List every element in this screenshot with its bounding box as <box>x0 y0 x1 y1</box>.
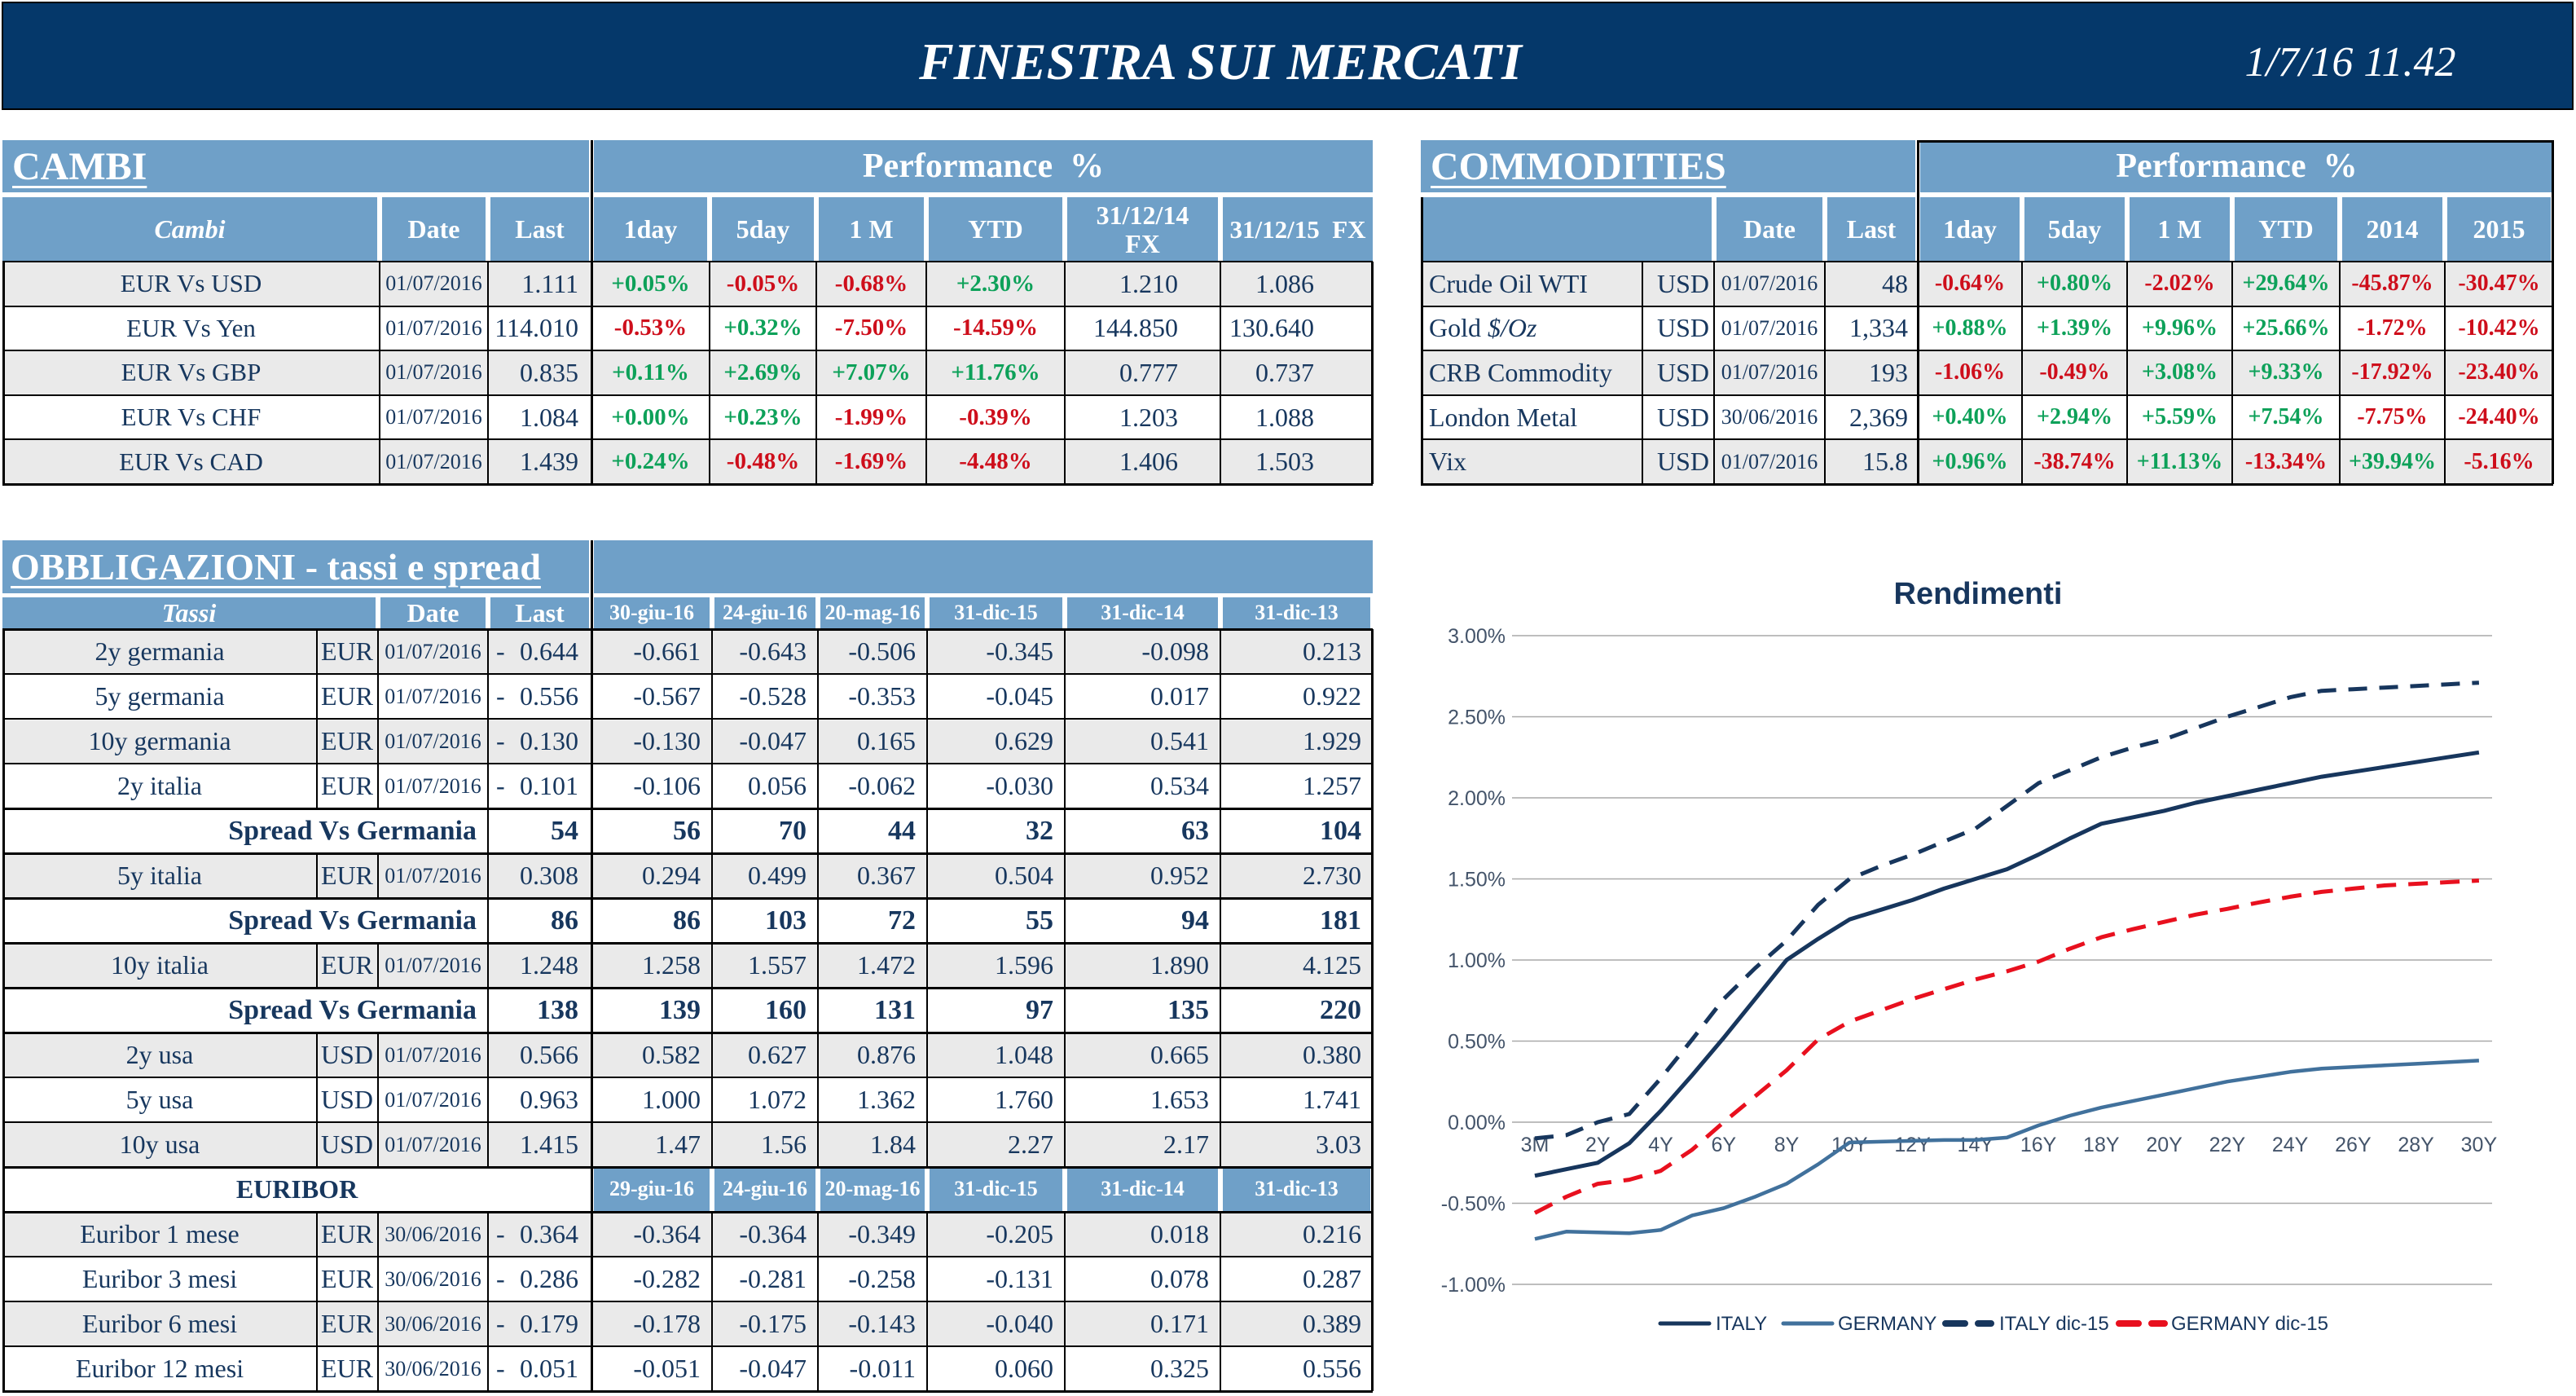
svg-text:16Y: 16Y <box>2020 1134 2057 1156</box>
svg-text:4Y: 4Y <box>1648 1134 1673 1156</box>
svg-text:ITALY: ITALY <box>1716 1313 1767 1335</box>
svg-text:22Y: 22Y <box>2209 1134 2246 1156</box>
svg-text:-0.50%: -0.50% <box>1441 1193 1506 1216</box>
svg-text:1.00%: 1.00% <box>1448 949 1506 972</box>
svg-text:0.50%: 0.50% <box>1448 1031 1506 1054</box>
svg-text:-1.00%: -1.00% <box>1441 1274 1506 1297</box>
svg-text:0.00%: 0.00% <box>1448 1112 1506 1134</box>
svg-text:1.50%: 1.50% <box>1448 869 1506 892</box>
svg-text:20Y: 20Y <box>2146 1134 2183 1156</box>
svg-text:24Y: 24Y <box>2272 1134 2309 1156</box>
svg-text:2.50%: 2.50% <box>1448 707 1506 729</box>
svg-text:3.00%: 3.00% <box>1448 625 1506 648</box>
svg-text:30Y: 30Y <box>2461 1134 2498 1156</box>
svg-text:ITALY dic-15: ITALY dic-15 <box>1999 1313 2109 1335</box>
svg-text:2Y: 2Y <box>1585 1134 1611 1156</box>
svg-text:12Y: 12Y <box>1894 1134 1931 1156</box>
svg-text:18Y: 18Y <box>2083 1134 2120 1156</box>
svg-text:Rendimenti: Rendimenti <box>1894 577 2063 611</box>
svg-text:28Y: 28Y <box>2398 1134 2434 1156</box>
svg-text:GERMANY: GERMANY <box>1838 1313 1936 1335</box>
svg-text:8Y: 8Y <box>1774 1134 1800 1156</box>
svg-text:26Y: 26Y <box>2335 1134 2372 1156</box>
svg-text:GERMANY dic-15: GERMANY dic-15 <box>2171 1313 2328 1335</box>
svg-text:14Y: 14Y <box>1958 1134 1994 1156</box>
svg-text:6Y: 6Y <box>1712 1134 1737 1156</box>
svg-text:2.00%: 2.00% <box>1448 787 1506 810</box>
